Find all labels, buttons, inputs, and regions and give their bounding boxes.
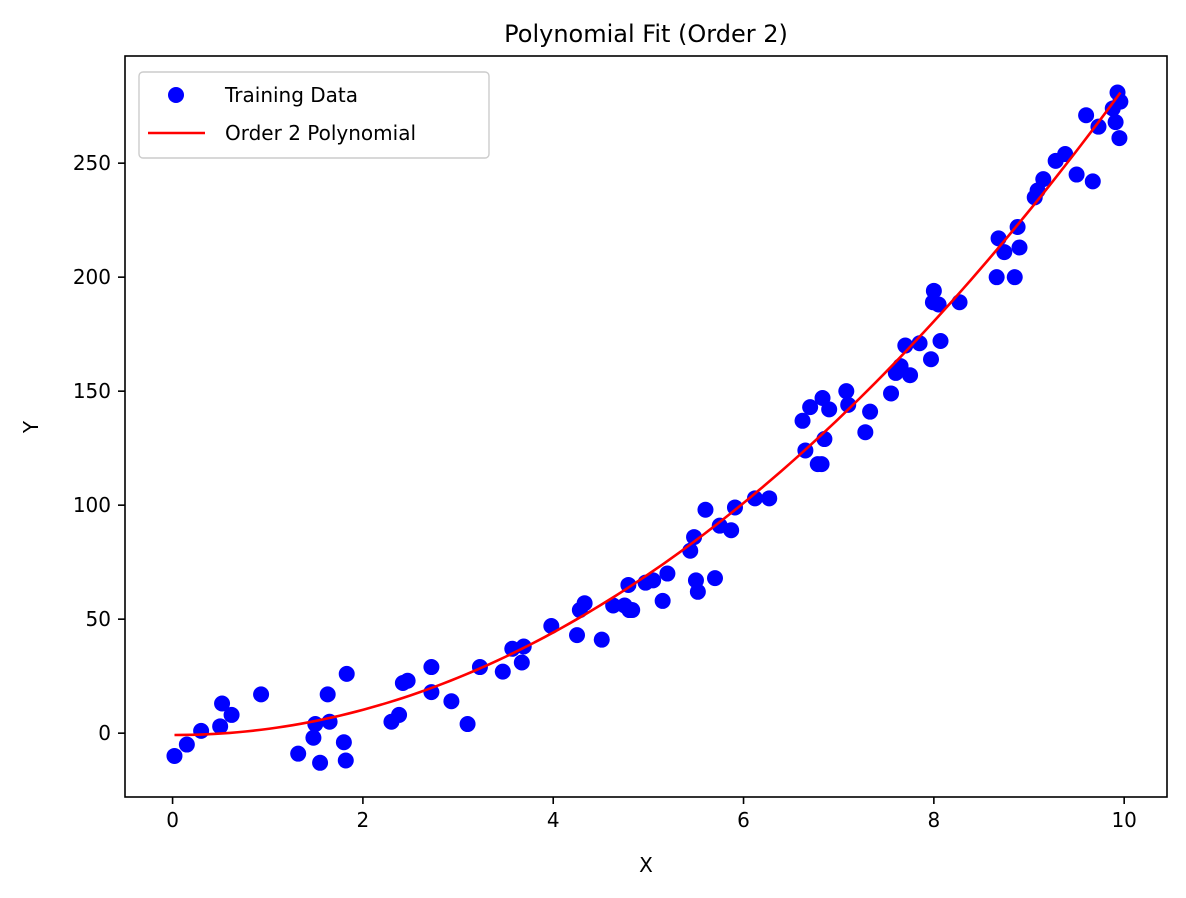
data-point: [951, 294, 968, 311]
plot-area: [166, 84, 1129, 771]
data-point: [1068, 166, 1085, 183]
data-point: [883, 385, 900, 402]
data-point: [338, 665, 355, 682]
y-tick-label: 50: [86, 607, 111, 631]
data-point: [659, 565, 676, 582]
data-point: [925, 282, 942, 299]
data-point: [290, 745, 307, 762]
axes-frame: [124, 55, 1168, 798]
data-point: [335, 734, 352, 751]
data-point: [821, 401, 838, 418]
data-point: [593, 631, 610, 648]
data-point: [443, 693, 460, 710]
data-point: [794, 412, 811, 429]
legend-label-training-data: Training Data: [224, 83, 358, 107]
data-point: [212, 718, 229, 735]
data-point: [1107, 114, 1124, 131]
y-axis-label: Y: [19, 420, 43, 434]
x-tick-label: 6: [737, 808, 750, 832]
data-point: [746, 490, 763, 507]
data-point: [391, 706, 408, 723]
data-point: [178, 736, 195, 753]
data-point: [569, 627, 586, 644]
data-point: [319, 686, 336, 703]
data-point: [576, 595, 593, 612]
data-point: [1078, 107, 1095, 124]
data-point: [862, 403, 879, 420]
data-point: [930, 296, 947, 313]
data-point: [193, 722, 210, 739]
data-point: [312, 754, 329, 771]
data-point: [214, 695, 231, 712]
data-point: [802, 399, 819, 416]
data-point: [988, 269, 1005, 286]
data-point: [645, 572, 662, 589]
data-point: [689, 583, 706, 600]
x-tick-label: 8: [927, 808, 940, 832]
data-point: [1084, 173, 1101, 190]
data-point: [761, 490, 778, 507]
fit-curve: [174, 91, 1122, 737]
data-point: [459, 716, 476, 733]
x-tick-label: 10: [1111, 808, 1136, 832]
data-point: [923, 351, 939, 368]
legend-box: [138, 71, 490, 159]
data-point: [932, 333, 949, 349]
data-point: [1011, 239, 1028, 256]
data-point: [305, 729, 322, 746]
y-tick-label: 250: [73, 151, 111, 175]
legend-label-polynomial: Order 2 Polynomial: [225, 121, 416, 145]
y-tick-label: 0: [98, 721, 111, 745]
data-point: [813, 456, 830, 473]
data-point: [494, 663, 511, 680]
x-tick-label: 2: [357, 808, 370, 832]
y-tick-label: 150: [73, 379, 111, 403]
data-point: [654, 592, 671, 609]
data-point: [706, 570, 723, 587]
data-point: [423, 659, 440, 676]
data-point: [902, 367, 919, 384]
data-point: [166, 747, 183, 764]
data-point: [726, 499, 743, 516]
data-point: [996, 244, 1013, 261]
x-axis: 0 2 4 6 8 10: [166, 797, 1137, 832]
chart-title: Polynomial Fit (Order 2): [504, 20, 788, 48]
data-point: [723, 522, 740, 539]
data-point: [253, 686, 270, 703]
y-tick-label: 200: [73, 265, 111, 289]
data-point: [686, 529, 703, 546]
legend-marker-training-data: [168, 87, 184, 103]
x-axis-label: X: [639, 853, 653, 877]
data-point: [1111, 130, 1128, 147]
x-tick-label: 0: [166, 808, 179, 832]
data-point: [1057, 146, 1074, 163]
data-point: [223, 706, 240, 723]
data-point: [1006, 269, 1023, 286]
data-point: [840, 396, 857, 413]
data-point: [399, 672, 416, 689]
data-point: [337, 752, 354, 769]
y-tick-label: 100: [73, 493, 111, 517]
data-point: [697, 501, 714, 518]
legend: Training Data Order 2 Polynomial: [138, 71, 490, 159]
data-point: [1035, 171, 1052, 188]
y-axis: 0 50 100 150 200 250: [73, 151, 125, 745]
data-point: [624, 602, 641, 619]
data-point: [897, 337, 914, 354]
data-point: [513, 654, 530, 671]
data-point: [838, 383, 855, 400]
data-point: [307, 716, 324, 733]
data-point: [605, 597, 622, 614]
data-point: [990, 230, 1007, 247]
data-point: [1090, 118, 1107, 135]
data-point: [857, 424, 874, 441]
x-tick-label: 4: [547, 808, 560, 832]
